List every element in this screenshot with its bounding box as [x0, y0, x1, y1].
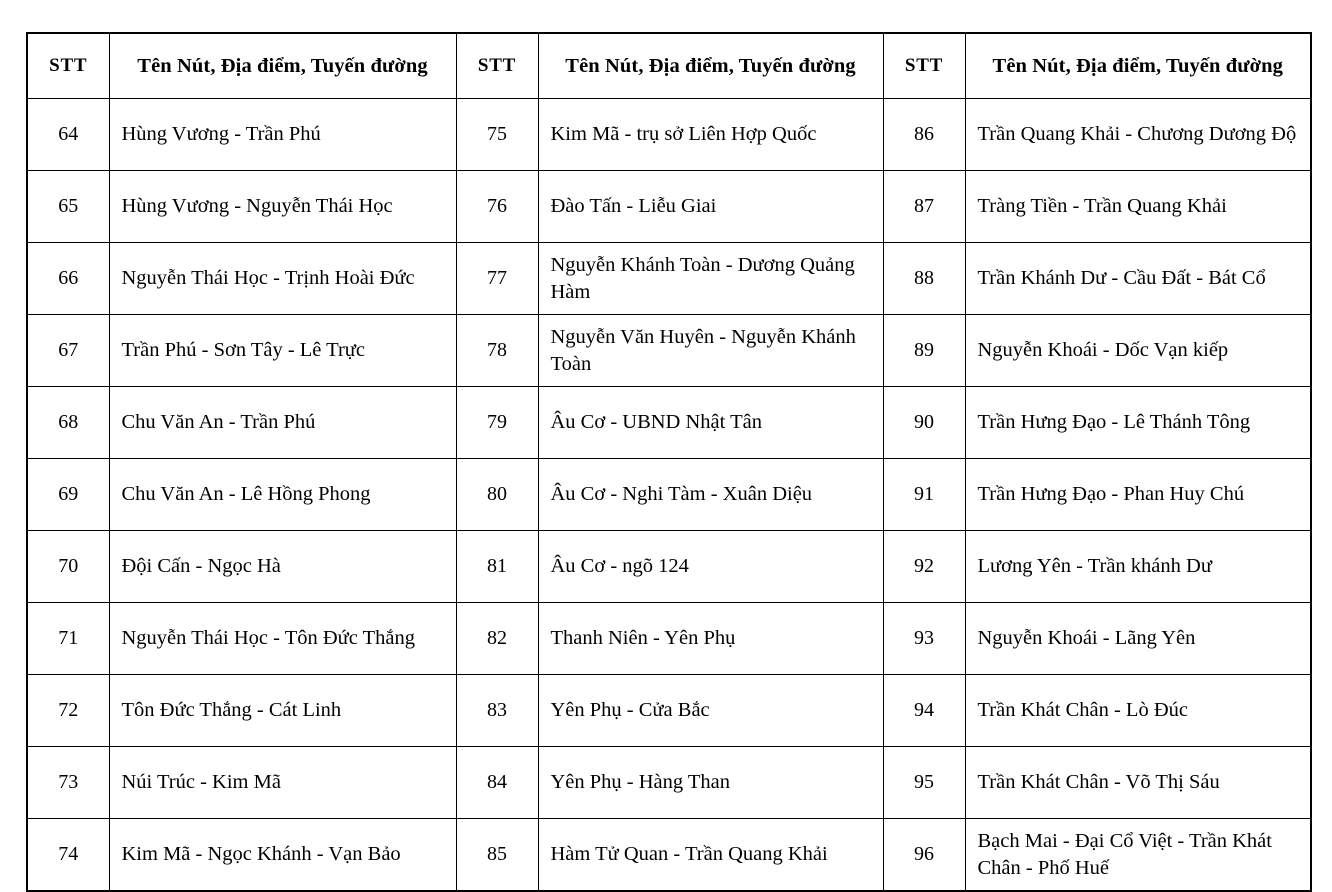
cell-name: Trần Khát Chân - Võ Thị Sáu — [964, 746, 1312, 819]
cell-stt: 68 — [26, 386, 110, 459]
header-row: STT Tên Nút, Địa điểm, Tuyến đường STT T… — [26, 32, 1312, 99]
table-row: 68 Chu Văn An - Trần Phú 79 Âu Cơ - UBND… — [26, 386, 1312, 459]
cell-name: Hùng Vương - Trần Phú — [108, 98, 457, 171]
cell-name: Nguyễn Khoái - Lãng Yên — [964, 602, 1312, 675]
header-stt-2: STT — [455, 32, 539, 99]
cell-stt: 87 — [882, 170, 966, 243]
cell-name: Trần Khánh Dư - Cầu Đất - Bát Cổ — [964, 242, 1312, 315]
cell-stt: 78 — [455, 314, 539, 387]
cell-name: Yên Phụ - Hàng Than — [537, 746, 884, 819]
cell-stt: 91 — [882, 458, 966, 531]
cell-stt: 86 — [882, 98, 966, 171]
cell-name: Âu Cơ - UBND Nhật Tân — [537, 386, 884, 459]
cell-stt: 89 — [882, 314, 966, 387]
cell-name: Chu Văn An - Trần Phú — [108, 386, 457, 459]
cell-stt: 85 — [455, 818, 539, 892]
table-row: 67 Trần Phú - Sơn Tây - Lê Trực 78 Nguyễ… — [26, 314, 1312, 387]
table-row: 69 Chu Văn An - Lê Hồng Phong 80 Âu Cơ -… — [26, 458, 1312, 531]
cell-stt: 81 — [455, 530, 539, 603]
table-row: 64 Hùng Vương - Trần Phú 75 Kim Mã - trụ… — [26, 98, 1312, 171]
cell-stt: 66 — [26, 242, 110, 315]
cell-name: Tôn Đức Thắng - Cát Linh — [108, 674, 457, 747]
cell-stt: 75 — [455, 98, 539, 171]
cell-name: Chu Văn An - Lê Hồng Phong — [108, 458, 457, 531]
header-stt-3: STT — [882, 32, 966, 99]
document-page: STT Tên Nút, Địa điểm, Tuyến đường STT T… — [26, 32, 1312, 892]
cell-name: Âu Cơ - Nghi Tàm - Xuân Diệu — [537, 458, 884, 531]
cell-name: Nguyễn Thái Học - Trịnh Hoài Đức — [108, 242, 457, 315]
cell-name: Kim Mã - Ngọc Khánh - Vạn Bảo — [108, 818, 457, 892]
cell-name: Tràng Tiền - Trần Quang Khải — [964, 170, 1312, 243]
cell-name: Nguyễn Thái Học - Tôn Đức Thắng — [108, 602, 457, 675]
table-row: 70 Đội Cấn - Ngọc Hà 81 Âu Cơ - ngõ 124 … — [26, 530, 1312, 603]
cell-stt: 95 — [882, 746, 966, 819]
cell-name: Yên Phụ - Cửa Bắc — [537, 674, 884, 747]
cell-name: Đội Cấn - Ngọc Hà — [108, 530, 457, 603]
cell-name: Núi Trúc - Kim Mã — [108, 746, 457, 819]
cell-stt: 73 — [26, 746, 110, 819]
cell-name: Nguyễn Văn Huyên - Nguyễn Khánh Toàn — [537, 314, 884, 387]
table-row: 65 Hùng Vương - Nguyễn Thái Học 76 Đào T… — [26, 170, 1312, 243]
cell-stt: 84 — [455, 746, 539, 819]
cell-stt: 83 — [455, 674, 539, 747]
cell-name: Trần Phú - Sơn Tây - Lê Trực — [108, 314, 457, 387]
cell-name: Trần Khát Chân - Lò Đúc — [964, 674, 1312, 747]
cell-stt: 79 — [455, 386, 539, 459]
cell-name: Trần Quang Khải - Chương Dương Độ — [964, 98, 1312, 171]
table-row: 74 Kim Mã - Ngọc Khánh - Vạn Bảo 85 Hàm … — [26, 818, 1312, 892]
cell-stt: 96 — [882, 818, 966, 892]
cell-stt: 90 — [882, 386, 966, 459]
cell-name: Lương Yên - Trần khánh Dư — [964, 530, 1312, 603]
cell-stt: 70 — [26, 530, 110, 603]
cell-stt: 82 — [455, 602, 539, 675]
cell-name: Trần Hưng Đạo - Lê Thánh Tông — [964, 386, 1312, 459]
header-name-1: Tên Nút, Địa điểm, Tuyến đường — [108, 32, 457, 99]
table-body: 64 Hùng Vương - Trần Phú 75 Kim Mã - trụ… — [26, 98, 1312, 892]
cell-name: Nguyễn Khoái - Dốc Vạn kiếp — [964, 314, 1312, 387]
cell-name: Hàm Tử Quan - Trần Quang Khải — [537, 818, 884, 892]
table-row: 66 Nguyễn Thái Học - Trịnh Hoài Đức 77 N… — [26, 242, 1312, 315]
cell-name: Kim Mã - trụ sở Liên Hợp Quốc — [537, 98, 884, 171]
traffic-nodes-table: STT Tên Nút, Địa điểm, Tuyến đường STT T… — [26, 32, 1312, 892]
table-header: STT Tên Nút, Địa điểm, Tuyến đường STT T… — [26, 32, 1312, 99]
header-name-2: Tên Nút, Địa điểm, Tuyến đường — [537, 32, 884, 99]
cell-stt: 67 — [26, 314, 110, 387]
cell-stt: 93 — [882, 602, 966, 675]
table-row: 73 Núi Trúc - Kim Mã 84 Yên Phụ - Hàng T… — [26, 746, 1312, 819]
cell-stt: 88 — [882, 242, 966, 315]
cell-name: Nguyễn Khánh Toàn - Dương Quảng Hàm — [537, 242, 884, 315]
cell-stt: 65 — [26, 170, 110, 243]
header-stt-1: STT — [26, 32, 110, 99]
cell-stt: 77 — [455, 242, 539, 315]
cell-name: Bạch Mai - Đại Cổ Việt - Trần Khát Chân … — [964, 818, 1312, 892]
cell-stt: 74 — [26, 818, 110, 892]
cell-name: Trần Hưng Đạo - Phan Huy Chú — [964, 458, 1312, 531]
table-row: 71 Nguyễn Thái Học - Tôn Đức Thắng 82 Th… — [26, 602, 1312, 675]
cell-stt: 94 — [882, 674, 966, 747]
cell-stt: 71 — [26, 602, 110, 675]
cell-name: Âu Cơ - ngõ 124 — [537, 530, 884, 603]
cell-stt: 92 — [882, 530, 966, 603]
cell-stt: 64 — [26, 98, 110, 171]
cell-name: Hùng Vương - Nguyễn Thái Học — [108, 170, 457, 243]
cell-stt: 80 — [455, 458, 539, 531]
cell-name: Thanh Niên - Yên Phụ — [537, 602, 884, 675]
cell-name: Đào Tấn - Liễu Giai — [537, 170, 884, 243]
cell-stt: 72 — [26, 674, 110, 747]
header-name-3: Tên Nút, Địa điểm, Tuyến đường — [964, 32, 1312, 99]
cell-stt: 69 — [26, 458, 110, 531]
table-row: 72 Tôn Đức Thắng - Cát Linh 83 Yên Phụ -… — [26, 674, 1312, 747]
cell-stt: 76 — [455, 170, 539, 243]
